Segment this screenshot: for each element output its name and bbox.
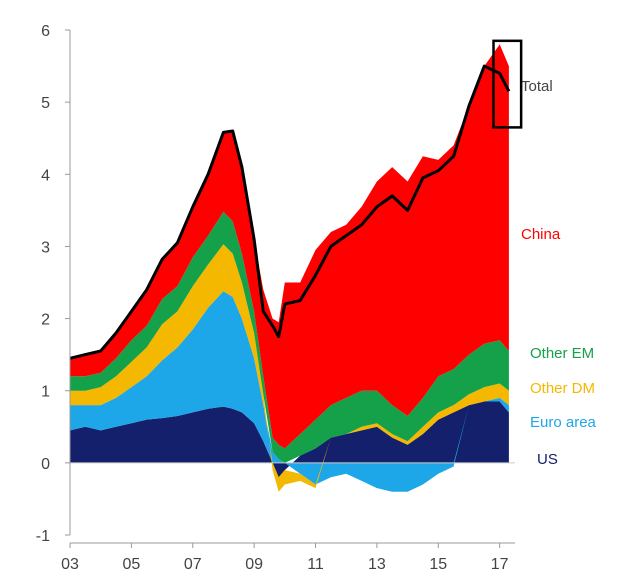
highlight-box: [492, 39, 523, 129]
y-tick-label: 6: [41, 23, 50, 40]
x-tick-label: 13: [368, 556, 386, 573]
y-tick-label: 0: [41, 456, 50, 473]
label-other-dm: Other DM: [530, 380, 595, 397]
area-series-group: [69, 44, 511, 492]
x-tick-label: 15: [429, 556, 447, 573]
label-us: US: [537, 451, 558, 468]
area-china: [70, 44, 509, 449]
label-other-em: Other EM: [530, 345, 594, 362]
y-tick-label: 3: [41, 239, 50, 256]
series-labels: Total China Other EM Other DM Euro area US: [521, 78, 597, 468]
x-tick-label: 07: [184, 556, 202, 573]
x-tick-label: 17: [491, 556, 509, 573]
x-tick-label: 05: [122, 556, 140, 573]
area-euro-area: [70, 291, 509, 492]
x-tick-label: 09: [245, 556, 263, 573]
y-tick-label: 4: [41, 167, 50, 184]
x-tick-label: 11: [307, 556, 324, 573]
label-euro-area: Euro area: [530, 414, 597, 431]
y-tick-label: 5: [41, 95, 50, 112]
y-tick-label: -1: [36, 528, 50, 545]
line-total: [69, 64, 511, 360]
label-china: China: [521, 226, 561, 243]
y-tick-label: 2: [41, 312, 50, 329]
annotations: [492, 39, 523, 129]
y-tick-label: 1: [41, 384, 50, 401]
label-total: Total: [521, 78, 553, 95]
x-tick-label: 03: [61, 556, 79, 573]
area-us: [70, 401, 509, 478]
axes: [65, 29, 515, 548]
ticks: 6 5 4 3 2 1 0 -1 03 05 07 09 11 13 15 17: [36, 23, 509, 573]
